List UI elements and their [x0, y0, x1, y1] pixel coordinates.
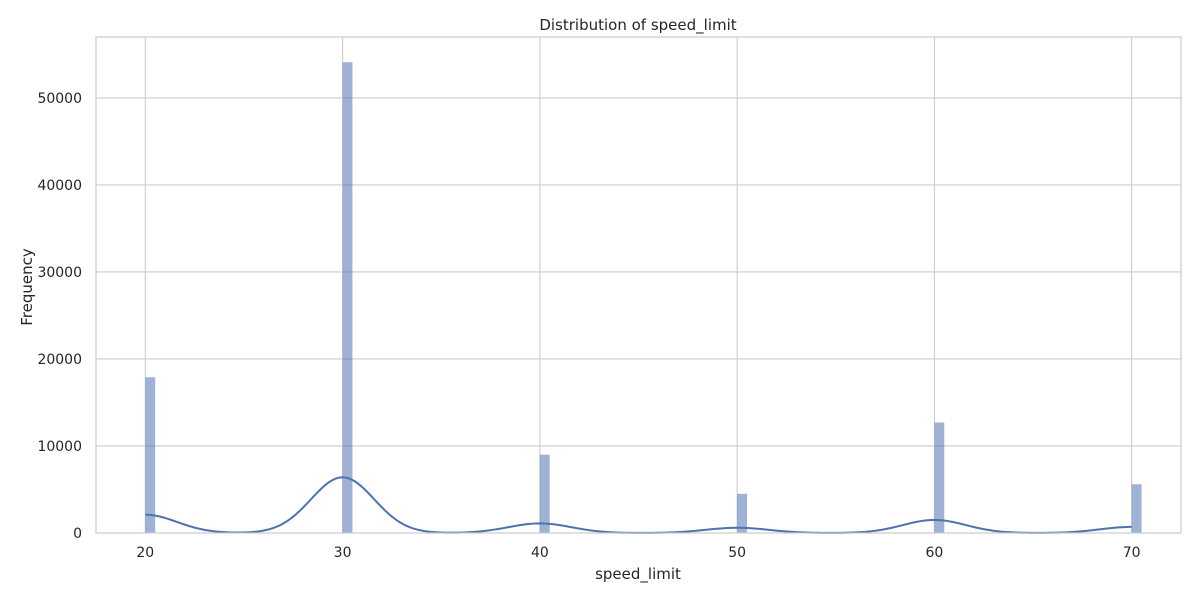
y-tick-label: 20000 — [37, 352, 82, 368]
y-tick-label: 0 — [73, 526, 82, 542]
plot-frame — [95, 36, 1182, 534]
y-tick-label: 40000 — [37, 178, 82, 194]
histogram-bar — [342, 62, 353, 534]
histogram-bar — [1131, 484, 1142, 533]
histogram-bar — [145, 377, 156, 533]
y-tick-label: 30000 — [37, 265, 82, 281]
histogram-bar — [539, 454, 550, 533]
x-tick-label: 50 — [728, 545, 746, 561]
x-tick-label: 60 — [925, 545, 943, 561]
histogram-bars — [145, 62, 1142, 534]
x-tick-labels: 20 30 40 50 60 70 — [136, 545, 1140, 561]
chart-title: Distribution of speed_limit — [539, 16, 736, 35]
histogram-bar — [737, 493, 747, 533]
y-tick-label: 50000 — [37, 91, 82, 107]
x-tick-label: 40 — [531, 545, 549, 561]
histogram-bar — [934, 422, 945, 533]
y-axis-title: Frequency — [18, 248, 36, 326]
x-tick-label: 20 — [136, 545, 154, 561]
y-tick-label: 10000 — [37, 439, 82, 455]
grid — [96, 37, 1181, 534]
kde-curve — [145, 476, 1132, 534]
x-tick-label: 70 — [1123, 545, 1141, 561]
x-tick-label: 30 — [334, 545, 352, 561]
x-axis-title: speed_limit — [595, 565, 681, 584]
y-tick-labels: 0 10000 20000 30000 40000 50000 — [37, 91, 82, 542]
